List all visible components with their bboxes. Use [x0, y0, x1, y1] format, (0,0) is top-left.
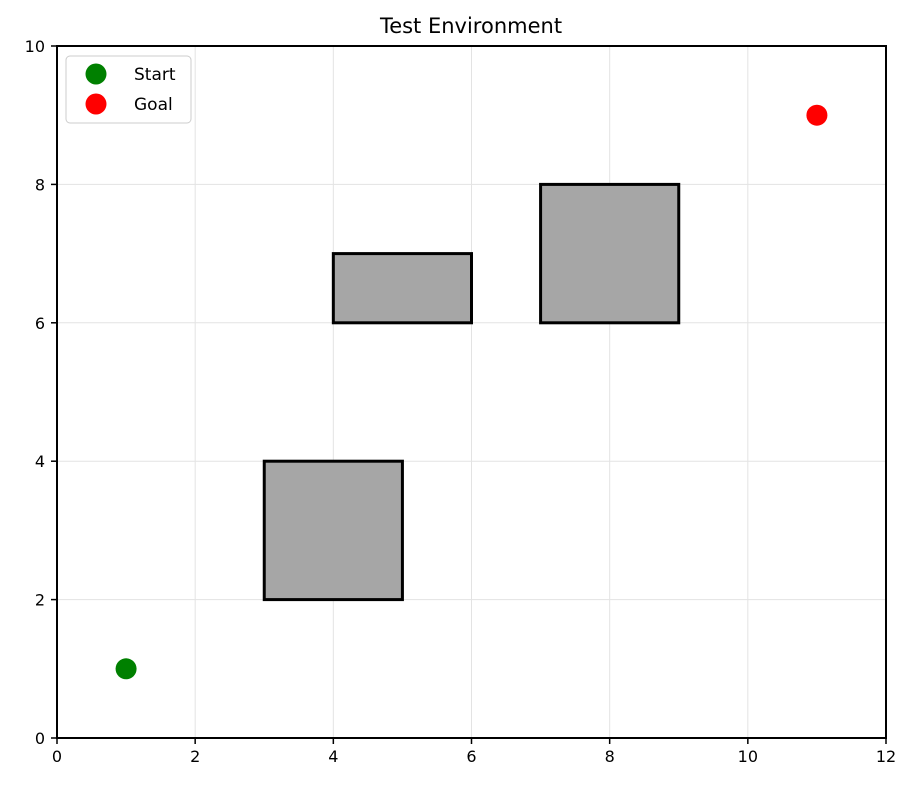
legend-marker-goal — [86, 94, 107, 115]
y-tick-label-5: 10 — [25, 37, 45, 56]
x-tick-label-2: 4 — [328, 747, 338, 766]
x-tick-label-4: 8 — [605, 747, 615, 766]
x-tick-label-5: 10 — [738, 747, 758, 766]
goal-point — [806, 105, 827, 126]
y-tick-label-2: 4 — [35, 452, 45, 471]
y-tick-label-0: 0 — [35, 729, 45, 748]
x-tick-label-1: 2 — [190, 747, 200, 766]
obstacle-2 — [333, 254, 471, 323]
start-point — [116, 658, 137, 679]
obstacle-1 — [264, 461, 402, 599]
legend-label-start: Start — [134, 65, 176, 85]
x-tick-label-3: 6 — [466, 747, 476, 766]
x-tick-label-6: 12 — [876, 747, 896, 766]
legend-marker-start — [86, 64, 107, 85]
legend-label-goal: Goal — [134, 95, 173, 115]
y-tick-label-1: 2 — [35, 591, 45, 610]
y-tick-label-4: 8 — [35, 175, 45, 194]
y-tick-label-3: 6 — [35, 314, 45, 333]
x-tick-label-0: 0 — [52, 747, 62, 766]
obstacle-3 — [541, 184, 679, 322]
legend: Start Goal — [66, 56, 191, 123]
chart-title: Test Environment — [379, 14, 562, 38]
